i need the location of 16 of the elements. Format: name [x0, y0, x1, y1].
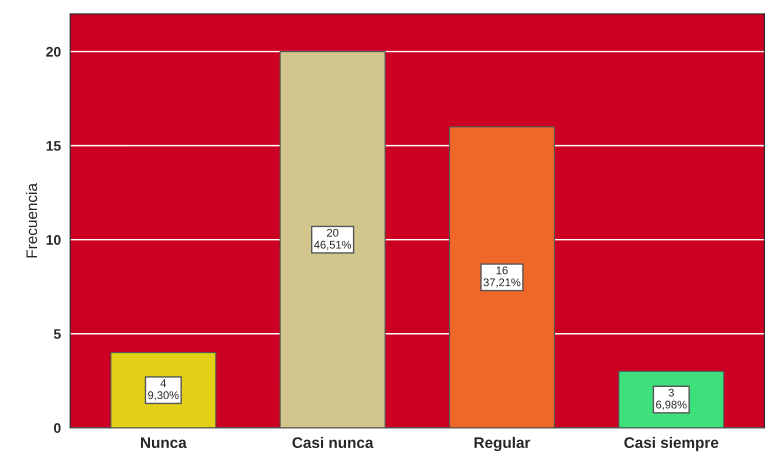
x-tick-label: Regular: [474, 436, 530, 452]
y-axis-title: Frecuencia: [26, 183, 38, 258]
y-tick-label: 20: [46, 46, 61, 57]
y-tick-label: 0: [54, 423, 61, 433]
data-label: 3 6,98%: [656, 388, 687, 410]
data-label: 16 37,21%: [484, 266, 520, 288]
x-tick-label: Nunca: [141, 437, 187, 448]
x-tick-label: Casi siempre: [624, 436, 718, 452]
y-tick-label: 15: [46, 141, 61, 151]
data-label: 4 9,30%: [148, 379, 179, 400]
bar: [280, 51, 386, 428]
x-tick-label: Casi nunca: [292, 436, 374, 448]
bar: [448, 126, 555, 428]
data-label: 20 46,51%: [314, 228, 352, 250]
y-tick-label: 10: [46, 235, 61, 245]
y-tick-label: 5: [54, 329, 61, 339]
